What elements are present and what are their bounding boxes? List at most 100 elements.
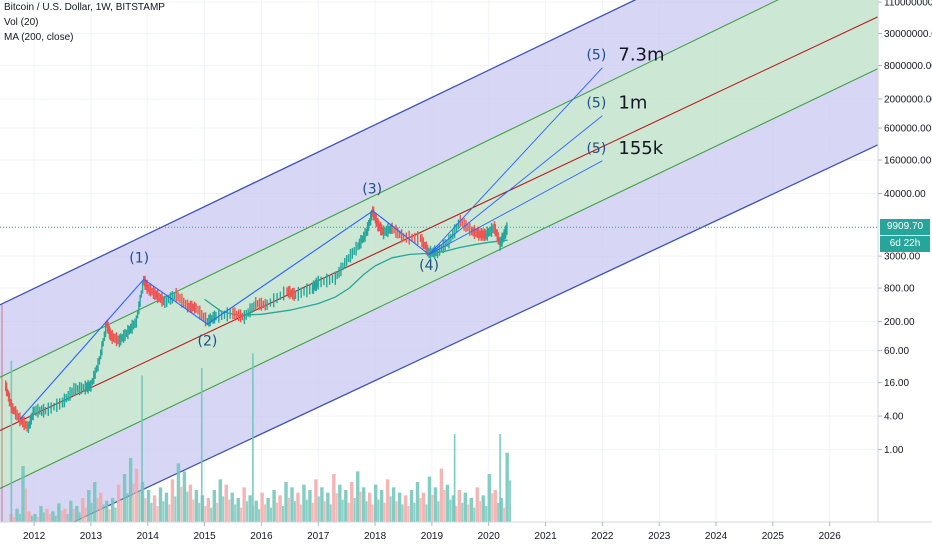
volume-bar — [347, 502, 350, 522]
volume-bar — [499, 498, 503, 522]
volume-spike — [499, 434, 501, 522]
volume-spike — [10, 360, 13, 522]
volume-bar — [33, 514, 37, 522]
volume-bar — [246, 501, 249, 522]
volume-bar — [329, 504, 332, 522]
volume-bar — [377, 499, 380, 522]
wave-5-label: (5) — [586, 96, 606, 112]
volume-bar — [487, 474, 491, 522]
volume-bar — [116, 484, 121, 522]
time-tick-label: 2026 — [819, 531, 842, 542]
volume-bar — [509, 480, 512, 522]
volume-bar — [415, 482, 420, 522]
volume-bar — [317, 496, 320, 522]
volume-bar — [87, 490, 91, 522]
volume-bar — [105, 500, 109, 522]
price-tick-label: 60.00 — [884, 346, 909, 357]
time-tick-label: 2021 — [534, 531, 557, 542]
volume-bar — [99, 492, 103, 522]
volume-bar — [144, 498, 147, 522]
volume-bar — [134, 468, 139, 522]
volume-bar — [379, 490, 384, 522]
price-tick-label: 800.00 — [884, 284, 915, 295]
volume-bar — [164, 492, 169, 522]
wave-label: (4) — [419, 258, 439, 274]
price-series — [4, 206, 508, 434]
volume-bar — [138, 490, 141, 522]
volume-bar — [391, 487, 396, 522]
volume-bar — [359, 491, 362, 522]
volume-bar — [269, 507, 272, 522]
time-tick-label: 2020 — [478, 531, 501, 542]
volume-bar — [467, 504, 470, 522]
volume-bar — [314, 479, 318, 522]
symbol-legend[interactable]: Bitcoin / U.S. Dollar, 1W, BITSTAMP — [4, 2, 165, 13]
time-tick-label: 2022 — [591, 531, 614, 542]
volume-bar — [463, 492, 468, 522]
volume-bar — [395, 501, 398, 522]
volume-bar — [475, 487, 479, 522]
volume-bar — [210, 507, 213, 522]
time-tick-label: 2023 — [648, 531, 671, 542]
price-tick-label: 4.00 — [884, 412, 904, 423]
volume-bar — [320, 487, 324, 522]
volume-bar — [308, 490, 312, 522]
volume-bar — [168, 504, 171, 522]
volume-bar — [302, 484, 306, 522]
price-tick-label: 1.00 — [884, 445, 904, 456]
volume-bar — [335, 493, 338, 522]
wave-5-label: (5) — [586, 141, 606, 157]
volume-bar — [493, 490, 497, 522]
volume-bar — [293, 501, 296, 522]
volume-bar — [242, 487, 246, 522]
volume-bar — [128, 458, 133, 522]
last-price-tag: 9909.70 — [880, 219, 930, 236]
volume-bar — [413, 502, 416, 522]
volume-bar — [69, 500, 73, 522]
volume-bar — [341, 499, 344, 522]
volume-bar — [266, 498, 270, 522]
inner-upper-line — [0, 0, 779, 378]
volume-bar — [60, 510, 63, 522]
volume-bar — [15, 508, 19, 522]
volume-bar — [433, 487, 438, 522]
volume-indicator-legend[interactable]: Vol (20) — [4, 17, 39, 28]
volume-bar — [93, 482, 97, 522]
volume-bar — [389, 496, 392, 522]
wave-5-target-value: 1m — [618, 93, 647, 114]
regression-line — [0, 16, 879, 432]
volume-spike — [200, 368, 203, 522]
time-tick-label: 2012 — [23, 531, 46, 542]
volume-bar — [287, 498, 290, 522]
volume-bar — [27, 511, 31, 522]
elliott-wave-drawing[interactable]: (1) (2) (3) (4) (5) 7.3m (5) 1m (5) 155k — [19, 45, 665, 420]
volume-bar — [503, 507, 506, 522]
volume-bar — [353, 498, 356, 522]
volume-bar — [401, 504, 404, 522]
time-tick-label: 2024 — [705, 531, 728, 542]
volume-bar — [356, 471, 360, 522]
volume-bar — [146, 490, 151, 522]
volume-bar — [39, 506, 43, 522]
volume-bar — [132, 483, 135, 522]
volume-bar — [449, 499, 452, 522]
time-tick-label: 2019 — [421, 531, 444, 542]
volume-bar — [419, 498, 422, 522]
volume-bar — [230, 492, 234, 522]
volume-bar — [57, 503, 61, 522]
time-axis[interactable]: 2012 2013 2014 2015 2016 2017 2018 2019 2020 2021… — [0, 521, 932, 550]
volume-bar — [158, 487, 163, 522]
volume-bar — [397, 492, 402, 522]
price-tick-label: 8000000.00 — [884, 61, 932, 72]
volume-bar — [305, 499, 308, 522]
price-axis[interactable]: 110000000.00 30000000.00 8000000.00 2000000… — [877, 0, 932, 550]
ma-indicator-legend[interactable]: MA (200, close) — [4, 32, 74, 43]
volume-bar — [63, 508, 67, 522]
volume-spike — [453, 434, 456, 522]
volume-bar — [236, 498, 240, 522]
price-tick-label: 2000000.00 — [884, 94, 932, 105]
time-axis-bg — [0, 522, 932, 550]
volume-bar — [431, 494, 434, 522]
volume-bar — [45, 508, 49, 522]
